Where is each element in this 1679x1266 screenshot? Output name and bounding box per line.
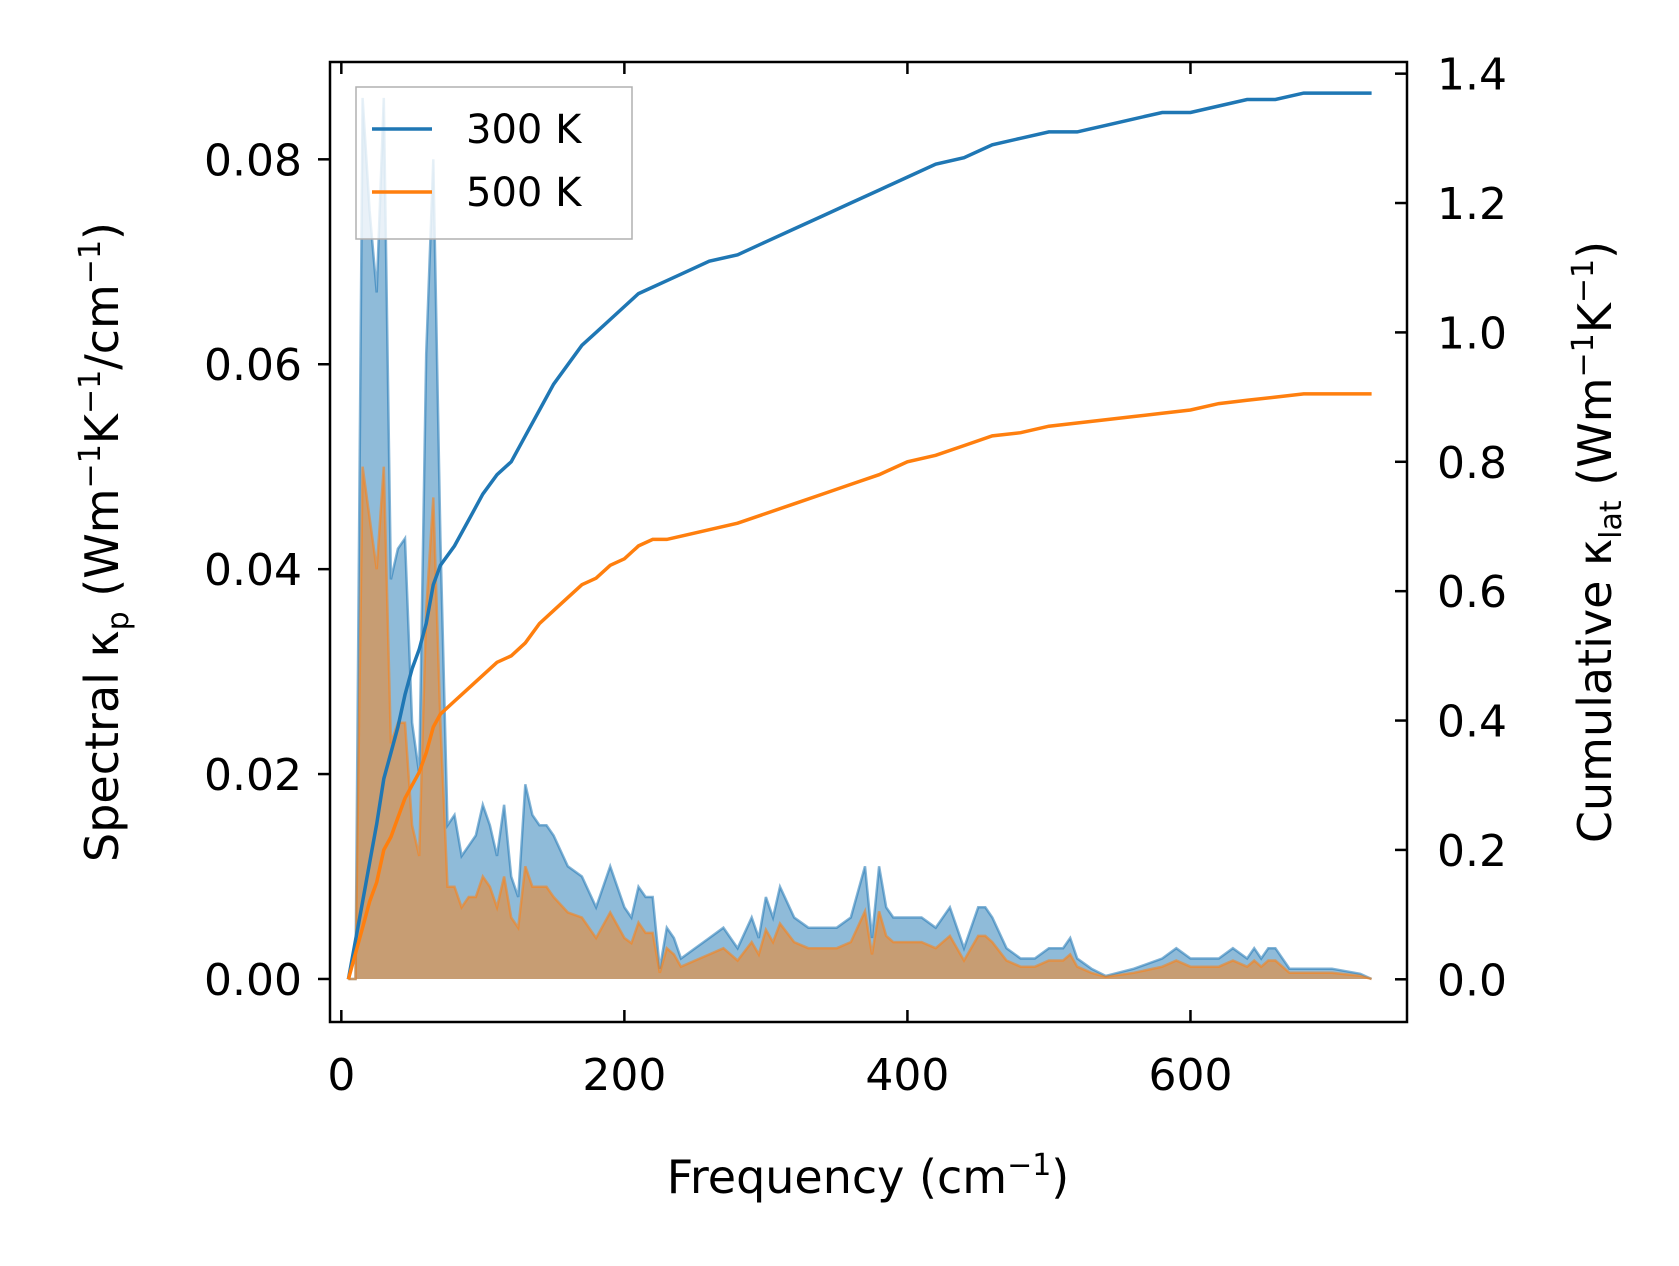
legend-label-300k: 300 K bbox=[466, 107, 583, 153]
spectral-line-300k bbox=[348, 97, 1373, 981]
y-left-tick-label: 0.02 bbox=[204, 750, 302, 801]
cumulative-line-300k bbox=[346, 91, 1372, 980]
y-right-tick-label: 0.2 bbox=[1437, 826, 1507, 877]
y-left-tick-label: 0.04 bbox=[204, 545, 302, 596]
axis-ticks: 0 200 400 600 0.00 0.02 0.04 0.06 0.08 0.0 0.2 0.4 0… bbox=[204, 50, 1507, 1101]
y-right-tick-label: 0.6 bbox=[1437, 567, 1507, 618]
x-tick-label: 200 bbox=[582, 1050, 666, 1101]
legend: 300 K 500 K bbox=[355, 86, 633, 240]
x-axis-title: Frequency (cm−1) bbox=[667, 1148, 1070, 1204]
spectral-fills bbox=[348, 97, 1373, 981]
cumulative-lines bbox=[346, 91, 1372, 980]
spectral-area-500k bbox=[348, 466, 1372, 979]
y-left-tick-label: 0.08 bbox=[204, 135, 302, 186]
y-left-tick-label: 0.00 bbox=[204, 955, 302, 1006]
x-tick-label: 600 bbox=[1148, 1050, 1232, 1101]
x-tick-label: 400 bbox=[865, 1050, 949, 1101]
legend-box bbox=[355, 86, 633, 240]
cumulative-line-500k bbox=[346, 392, 1372, 980]
y-right-axis-title: Cumulative κlat (Wm−1K−1) bbox=[1566, 241, 1629, 843]
plot-frame bbox=[328, 60, 1409, 1024]
y-right-tick-label: 1.0 bbox=[1437, 308, 1507, 359]
y-right-tick-label: 0.0 bbox=[1437, 955, 1507, 1006]
y-left-tick-label: 0.06 bbox=[204, 340, 302, 391]
legend-label-500k: 500 K bbox=[466, 170, 583, 216]
y-left-axis-title: Spectral κp (Wm−1K−1/cm−1) bbox=[73, 222, 136, 862]
y-right-tick-label: 1.4 bbox=[1437, 50, 1507, 101]
y-right-tick-label: 0.8 bbox=[1437, 438, 1507, 489]
y-right-tick-label: 1.2 bbox=[1437, 179, 1507, 230]
y-right-tick-label: 0.4 bbox=[1437, 697, 1507, 748]
x-tick-label: 0 bbox=[327, 1050, 355, 1101]
spectral-line-500k bbox=[348, 466, 1372, 981]
